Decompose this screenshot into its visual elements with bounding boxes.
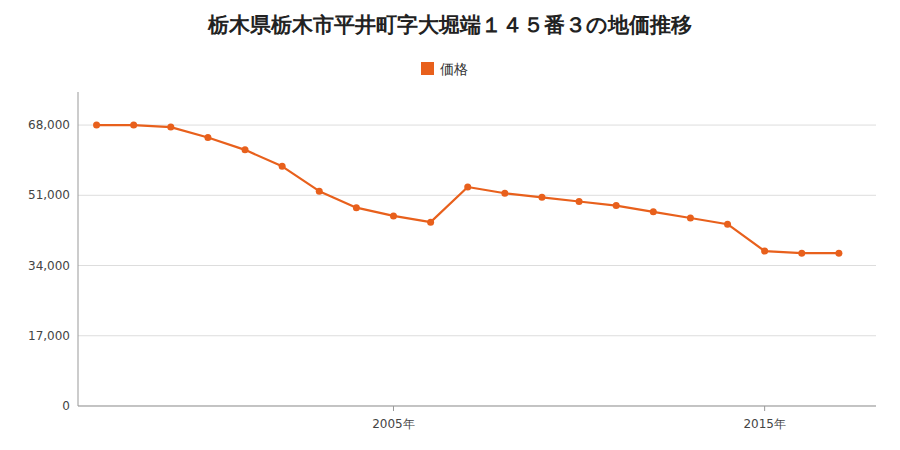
point <box>464 184 471 191</box>
grid-line <box>78 335 876 336</box>
point <box>798 250 805 257</box>
point <box>724 221 731 228</box>
x-axis-line <box>78 406 876 407</box>
x-tick-label: 2015年 <box>743 417 786 431</box>
chart-svg: 栃木県栃木市平井町字大堀端１４５番３の地価推移 0 17,000 34,000 51,0… <box>0 0 900 450</box>
y-tick-label: 0 <box>62 399 70 413</box>
point <box>687 215 694 222</box>
y-tick-label: 51,000 <box>28 188 70 202</box>
point <box>835 250 842 257</box>
legend-label: 価格 <box>440 61 468 77</box>
point <box>761 248 768 255</box>
point <box>130 122 137 129</box>
point <box>390 212 397 219</box>
point <box>538 194 545 201</box>
series-line <box>97 125 839 253</box>
point <box>316 188 323 195</box>
legend-swatch <box>421 62 434 75</box>
point <box>427 219 434 226</box>
point <box>353 204 360 211</box>
point <box>279 163 286 170</box>
point <box>93 122 100 129</box>
point <box>501 190 508 197</box>
legend: 価格 <box>421 61 468 77</box>
grid-line <box>78 265 876 266</box>
grid-line <box>78 195 876 196</box>
x-tick <box>393 406 394 411</box>
grid-line <box>78 406 876 407</box>
y-tick-label: 68,000 <box>28 118 70 132</box>
axes: 0 17,000 34,000 51,000 68,000 2005年 2015年 <box>28 92 876 431</box>
chart-title: 栃木県栃木市平井町字大堀端１４５番３の地価推移 <box>207 13 692 37</box>
point <box>576 198 583 205</box>
grid <box>78 125 876 406</box>
y-tick-label: 17,000 <box>28 329 70 343</box>
x-tick <box>764 406 765 411</box>
x-tick-label: 2005年 <box>372 417 415 431</box>
point <box>204 134 211 141</box>
point <box>613 202 620 209</box>
y-axis-line <box>78 92 79 406</box>
point <box>650 208 657 215</box>
point <box>167 124 174 131</box>
plot-area <box>93 122 842 257</box>
grid-line <box>78 125 876 126</box>
chart-container: 栃木県栃木市平井町字大堀端１４５番３の地価推移 0 17,000 34,000 51,0… <box>0 0 900 450</box>
point <box>242 146 249 153</box>
y-tick-label: 34,000 <box>28 259 70 273</box>
